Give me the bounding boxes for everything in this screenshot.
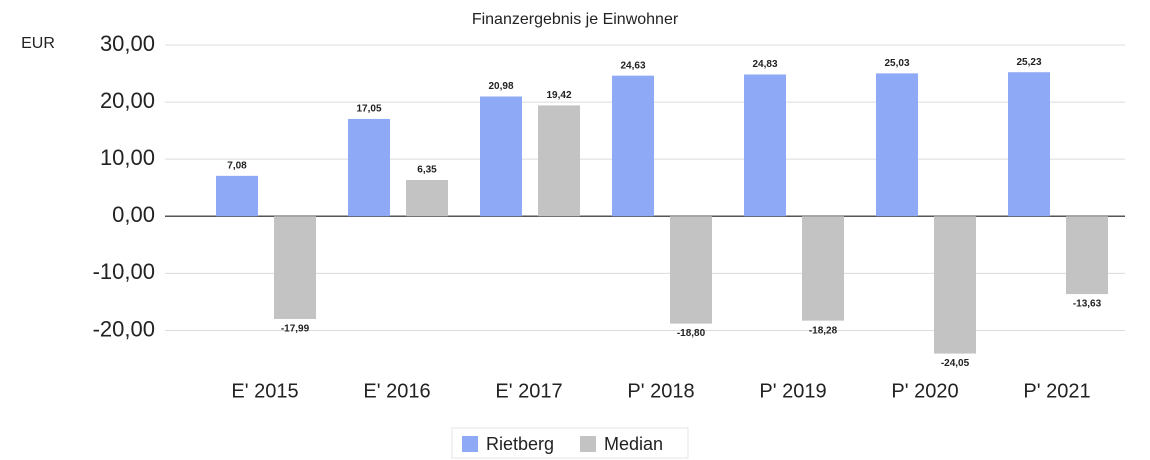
data-label: 17,05: [356, 104, 381, 115]
data-label: 20,98: [488, 81, 513, 92]
data-label: -17,99: [281, 324, 310, 335]
x-tick-label: E' 2015: [231, 380, 298, 402]
data-label: 25,03: [884, 58, 909, 69]
y-tick-label: -20,00: [93, 316, 155, 341]
x-tick-label: E' 2017: [495, 380, 562, 402]
y-tick-label: 30,00: [100, 31, 155, 56]
bar: [274, 216, 316, 319]
bar: [348, 118, 390, 217]
data-label: 24,83: [752, 59, 777, 70]
y-tick-label: 10,00: [100, 145, 155, 170]
data-label: 24,63: [620, 60, 645, 71]
data-label: -24,05: [941, 358, 970, 369]
y-axis-label: EUR: [21, 35, 55, 52]
x-tick-label: P' 2020: [891, 380, 958, 402]
y-tick-label: 20,00: [100, 88, 155, 113]
legend-label: Rietberg: [486, 434, 554, 454]
x-tick-label: E' 2016: [363, 380, 430, 402]
data-label: -18,28: [809, 325, 838, 336]
data-label: 19,42: [546, 90, 571, 101]
data-label: 25,23: [1016, 57, 1041, 68]
legend-box: [451, 427, 689, 459]
bar: [670, 216, 712, 324]
y-tick-label: -10,00: [93, 259, 155, 284]
legend-label: Median: [604, 434, 663, 454]
bar: [1008, 72, 1050, 217]
data-label: -13,63: [1073, 299, 1102, 310]
bar: [744, 74, 786, 217]
bar: [876, 73, 918, 217]
y-tick-label: 0,00: [112, 202, 155, 227]
bar: [216, 175, 258, 217]
legend-swatch: [462, 436, 478, 452]
bar: [934, 216, 976, 354]
data-label: 7,08: [227, 160, 247, 171]
data-label: -18,80: [677, 328, 706, 339]
bar: [802, 216, 844, 321]
bar: [538, 105, 580, 217]
bar: [612, 75, 654, 217]
legend-swatch: [580, 436, 596, 452]
data-label: 6,35: [417, 165, 437, 176]
x-tick-label: P' 2019: [759, 380, 826, 402]
bar: [480, 96, 522, 217]
bar: [1066, 216, 1108, 295]
x-tick-label: P' 2018: [627, 380, 694, 402]
x-tick-label: P' 2021: [1023, 380, 1090, 402]
bar: [406, 180, 448, 217]
chart-title: Finanzergebnis je Einwohner: [472, 11, 679, 28]
